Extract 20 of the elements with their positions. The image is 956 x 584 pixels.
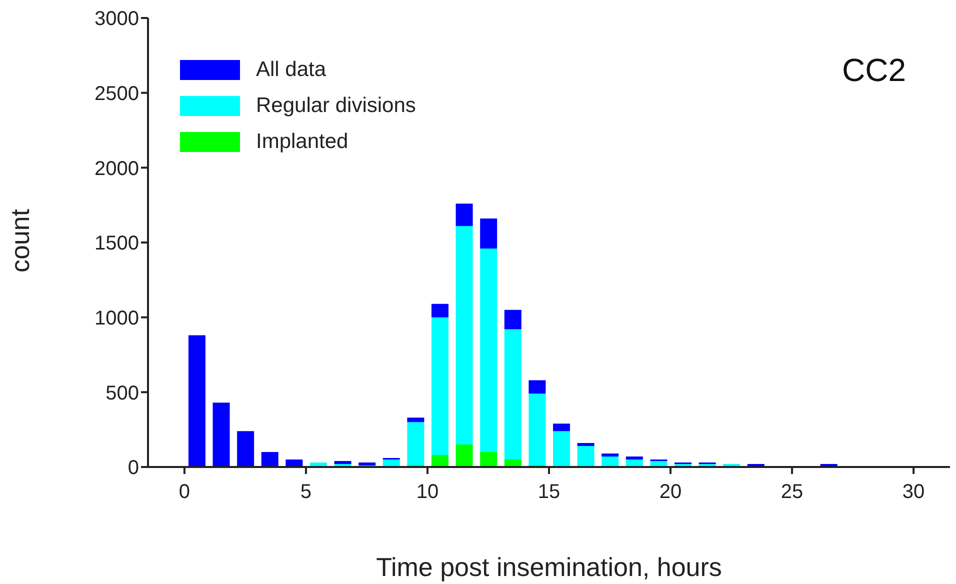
legend-label: All data xyxy=(256,58,326,82)
x-tick-label: 10 xyxy=(416,481,439,504)
x-tick-label: 0 xyxy=(178,481,190,504)
x-tick-label: 25 xyxy=(780,481,804,504)
y-tick-label: 3000 xyxy=(94,8,139,30)
x-axis-title: Time post insemination, hours xyxy=(376,552,722,582)
y-tick-label: 2500 xyxy=(94,82,139,105)
y-axis-title: count xyxy=(5,208,36,272)
y-tick-label: 1500 xyxy=(94,232,139,255)
x-tick-label: 20 xyxy=(659,481,682,504)
y-tick-label: 500 xyxy=(106,382,139,404)
legend-label: Implanted xyxy=(256,130,348,154)
y-tick-label: 1000 xyxy=(94,307,139,330)
y-tick-label: 2000 xyxy=(94,158,139,180)
y-tick-label: 0 xyxy=(128,457,139,480)
legend-label: Regular divisions xyxy=(256,94,416,118)
x-tick-label: 30 xyxy=(902,481,925,504)
x-tick-label: 5 xyxy=(300,481,312,504)
x-tick-label: 15 xyxy=(538,481,560,504)
annotation: CC2 xyxy=(842,52,906,89)
